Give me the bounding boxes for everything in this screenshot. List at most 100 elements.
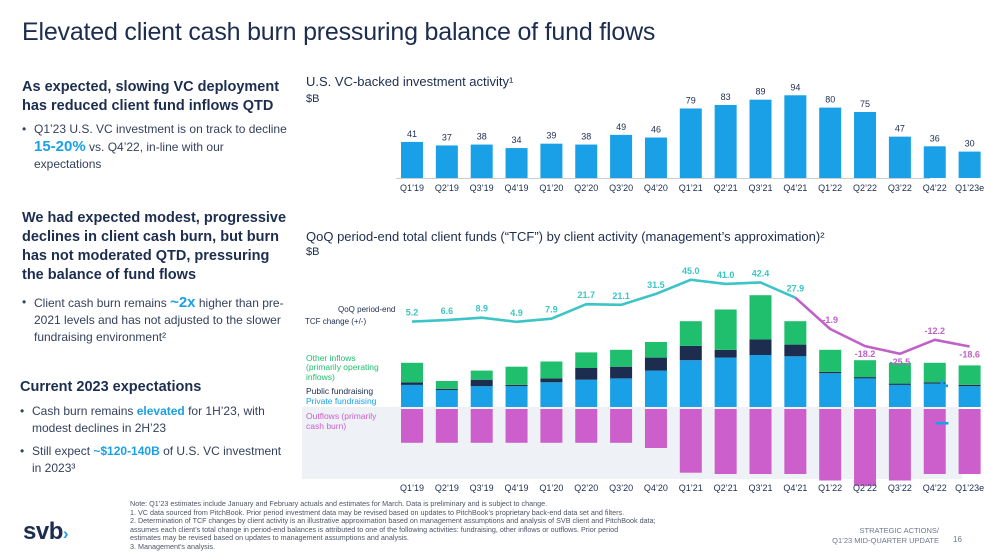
vc-bar <box>888 136 911 178</box>
chart1-x-tick-label: Q1’22 <box>818 183 842 193</box>
chart1-x-tick-label: Q2’20 <box>574 183 598 193</box>
chart2-unit: $B <box>306 246 320 258</box>
section-heading-vc: As expected, slowing VC deployment has r… <box>22 79 280 114</box>
private-fundraising-bar <box>435 390 458 407</box>
outflows-bar <box>540 409 563 443</box>
public-fundraising-bar <box>714 349 737 358</box>
chart1-x-tick-label: Q2’21 <box>714 183 738 193</box>
svb-logo: svb› <box>23 518 69 546</box>
footer-label: STRATEGIC ACTIONS/ Q1’23 MID-QUARTER UPD… <box>832 526 939 546</box>
vc-bar <box>714 104 737 178</box>
public-fundraising-bar <box>505 384 528 387</box>
outflows-bar <box>784 409 807 474</box>
chart1-x-tick-label: Q4’22 <box>923 183 947 193</box>
bullet-text: vs. Q4’22, in-line with our expectations <box>34 140 224 171</box>
vc-bar <box>854 112 877 178</box>
chart2-x-tick-label: Q3’21 <box>748 483 772 493</box>
tcf-change-value-label: 41.0 <box>717 270 735 280</box>
bullet-text: Client cash burn remains <box>34 296 171 310</box>
chart1-x-tick-label: Q1’20 <box>539 183 563 193</box>
outflows-bar <box>854 409 877 486</box>
vc-bar <box>679 108 702 178</box>
logo-chevron-icon: › <box>62 524 69 543</box>
chart1-title: U.S. VC-backed investment activity¹ <box>306 74 514 89</box>
tcf-change-value-label: 21.7 <box>577 290 595 300</box>
vc-bar-value-label: 49 <box>616 122 626 132</box>
public-fundraising-bar <box>854 377 877 379</box>
chart2-x-tick-label: Q1’22 <box>818 483 842 493</box>
other-inflows-bar <box>610 349 633 367</box>
bullet-burn: Client cash burn remains ~2x higher than… <box>22 294 294 346</box>
other-inflows-bar <box>644 342 667 358</box>
private-fundraising-bar <box>679 360 702 407</box>
section-heading-burn: We had expected modest, progressive decl… <box>22 210 287 283</box>
vc-bar-value-label: 30 <box>965 139 975 149</box>
vc-bar-value-label: 89 <box>755 87 765 97</box>
chart1-unit: $B <box>306 93 320 105</box>
legend-outflows: cash burn) <box>306 421 346 431</box>
private-fundraising-bar <box>470 386 493 407</box>
chart2-x-tick-label: Q4’20 <box>644 483 668 493</box>
legend-outflows: Outflows (primarily <box>306 411 377 421</box>
footnote: assumes each client’s total change in pe… <box>130 524 619 534</box>
legend-other-inflows: (primarily operating <box>306 362 379 372</box>
chart1-x-tick-label: Q4’19 <box>505 183 529 193</box>
legend-other-inflows: Other inflows <box>306 353 356 363</box>
vc-bar-value-label: 37 <box>442 132 452 142</box>
bullet-text: higher than pre-2021 levels and has not … <box>34 296 284 344</box>
page-title: Elevated client cash burn pressuring bal… <box>22 18 656 46</box>
public-fundraising-bar <box>401 382 423 385</box>
public-fundraising-bar <box>819 371 842 374</box>
other-inflows-bar <box>819 349 842 372</box>
chart2-x-tick-label: Q3’19 <box>470 483 494 493</box>
chart2-x-tick-label: Q4’22 <box>923 483 947 493</box>
outflows-bar <box>401 409 423 443</box>
other-inflows-bar <box>854 360 877 378</box>
chart1-x-tick-label: Q2’19 <box>435 183 459 193</box>
chart1-x-tick-label: Q1’23e <box>955 183 984 193</box>
bullet-text: Q1’23 U.S. VC investment is on track to … <box>34 122 287 136</box>
tcf-change-value-label: 45.0 <box>682 266 700 276</box>
tcf-change-line-negative <box>794 296 970 356</box>
chart2-x-tick-label: Q1’19 <box>400 483 424 493</box>
public-fundraising-bar <box>470 379 493 387</box>
other-inflows-bar <box>784 321 807 345</box>
vc-bar-value-label: 94 <box>790 82 800 92</box>
tcf-change-value-label: -12.2 <box>924 326 945 336</box>
vc-bar <box>540 143 563 178</box>
chart1-x-tick-label: Q1’21 <box>679 183 703 193</box>
tcf-change-value-label: 8.9 <box>475 304 488 314</box>
section-vc-deployment: As expected, slowing VC deployment has r… <box>22 78 294 173</box>
private-fundraising-bar <box>784 356 807 407</box>
plus-icon: + <box>935 373 949 400</box>
vc-bar <box>644 137 667 178</box>
section-expectations: Current 2023 expectations Cash burn rema… <box>20 378 292 477</box>
footnote: 2. Determination of TCF changes by clien… <box>130 516 656 526</box>
tcf-change-line-positive <box>411 278 796 324</box>
public-fundraising-bar <box>575 368 598 380</box>
other-inflows-bar <box>679 321 702 346</box>
vc-bar <box>470 144 493 178</box>
vc-bar-value-label: 38 <box>581 132 591 142</box>
chart2-x-tick-label: Q2’20 <box>574 483 598 493</box>
chart2-x-tick-label: Q3’22 <box>888 483 912 493</box>
vc-bar <box>819 107 842 178</box>
footnote: estimates may be revised based on update… <box>130 533 409 543</box>
footnotes: Note: Q1’23 estimates include January an… <box>130 499 810 552</box>
vc-bar-value-label: 79 <box>686 95 696 105</box>
other-inflows-bar <box>958 365 981 385</box>
chart2-x-tick-label: Q1’20 <box>539 483 563 493</box>
private-fundraising-bar <box>958 386 981 407</box>
footer-line: STRATEGIC ACTIONS/ <box>859 526 939 535</box>
outflows-bar <box>505 409 528 443</box>
tcf-change-value-label: 6.6 <box>441 306 454 316</box>
chart2-x-tick-label: Q1’23e <box>955 483 984 493</box>
other-inflows-bar <box>435 381 458 389</box>
vc-bar-value-label: 39 <box>546 131 556 141</box>
private-fundraising-bar <box>575 379 598 407</box>
highlight-2x: ~2x <box>170 294 196 311</box>
bullet-vc-decline: Q1’23 U.S. VC investment is on track to … <box>22 121 294 173</box>
legend-public-fundraising: Public fundraising <box>306 386 373 396</box>
other-inflows-bar <box>505 366 528 385</box>
outflows-bar <box>575 409 598 443</box>
